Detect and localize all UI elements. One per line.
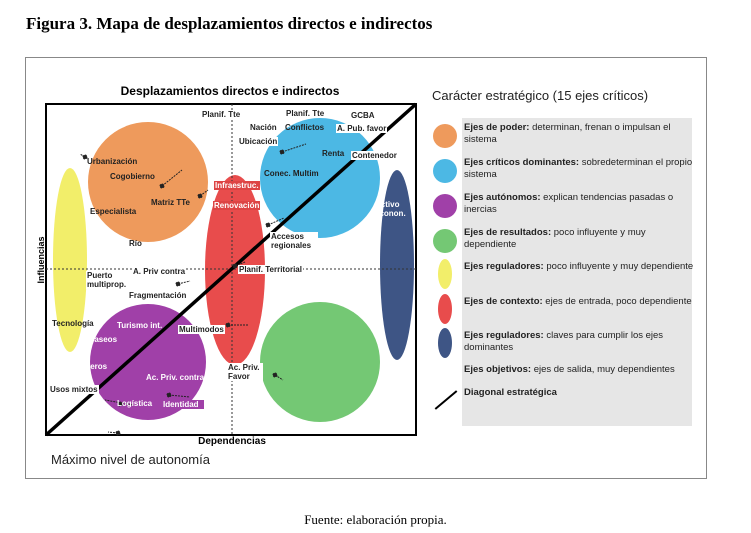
legend-swatch-icon xyxy=(438,259,452,289)
label-puerto-multiprop: Puerto multiprop. xyxy=(86,271,130,289)
diagram-title: Desplazamientos directos e indirectos xyxy=(121,84,340,98)
label-renta: Renta xyxy=(322,149,345,158)
orange-circle xyxy=(88,122,208,242)
navy-ellipse xyxy=(380,170,414,360)
legend-desc: ejes de entrada, poco dependiente xyxy=(542,296,692,307)
legend-item: Ejes reguladores: poco influyente y muy … xyxy=(464,261,696,273)
legend-item: Ejes objetivos: ejes de salida, muy depe… xyxy=(464,364,696,376)
label-turismo-int: Turismo int. xyxy=(117,321,163,330)
legend-item: Ejes críticos dominantes: sobredetermina… xyxy=(464,157,696,180)
label-matriz-tte: Matriz TTe xyxy=(151,198,190,207)
legend-desc: poco influyente y muy dependiente xyxy=(464,227,646,250)
legend-swatch-icon xyxy=(433,194,457,218)
legend-swatch-icon xyxy=(433,159,457,183)
legend-swatch-icon xyxy=(438,294,452,324)
displacement-markers xyxy=(79,143,307,436)
x-axis-label: Dependencias xyxy=(198,436,266,447)
label-activo-econ: Activo econon. xyxy=(375,200,406,218)
legend-item: Ejes de resultados: poco influyente y mu… xyxy=(464,227,696,250)
legend-term: Diagonal estratégica xyxy=(464,387,557,398)
label-ubicacion: Ubicación xyxy=(238,137,279,146)
legend-item: Ejes de poder: determinan, frenan o impu… xyxy=(464,122,696,145)
label-cogobierno: Cogobierno xyxy=(110,172,155,181)
label-conflictos: Conflictos xyxy=(285,123,325,132)
label-gcba: GCBA xyxy=(350,111,376,120)
legend-item: Ejes de contexto: ejes de entrada, poco … xyxy=(464,296,696,308)
corner-note: Máximo nivel de autonomía xyxy=(51,452,211,467)
legend-item: Diagonal estratégica xyxy=(464,387,696,399)
label-paseos: Paseos xyxy=(89,335,118,344)
legend-desc: sobredeterminan el propio sistema xyxy=(464,157,693,180)
legend-desc: poco influyente y muy dependiente xyxy=(543,261,694,272)
label-planif-tte-2: Planif. Tte xyxy=(285,109,326,118)
label-contenedor: Contenedor xyxy=(351,151,398,160)
legend-term: Ejes reguladores: xyxy=(464,330,544,341)
label-fragmentacion: Fragmentación xyxy=(128,291,188,300)
legend-term: Ejes de resultados: xyxy=(464,227,552,238)
label-ac-priv-contra: Ac. Priv. contra xyxy=(146,373,205,382)
legend-background xyxy=(462,118,692,426)
legend-desc: explican tendencias pasadas o inercias xyxy=(464,192,674,215)
legend-swatch-icon xyxy=(433,229,457,253)
label-tecnologia: Tecnología xyxy=(52,319,94,328)
label-rio: Río xyxy=(129,239,142,248)
yellow-ellipse xyxy=(53,168,87,352)
legend-title: Carácter estratégico (15 ejes críticos) xyxy=(432,88,649,103)
label-multimodos: Multimodos xyxy=(178,325,225,334)
legend-swatch-icon xyxy=(438,328,452,358)
label-urbanizacion: Urbanización xyxy=(87,157,138,166)
label-usos-mixtos: Usos mixtos xyxy=(49,385,99,394)
figure-source: Fuente: elaboración propia. xyxy=(304,512,447,527)
legend-term: Ejes reguladores: xyxy=(464,261,544,272)
legend-term: Ejes críticos dominantes: xyxy=(464,157,580,168)
label-nacion: Nación xyxy=(249,123,278,132)
label-planif-territorial: Planif. Territorial xyxy=(238,265,303,274)
label-conec-multim: Conec. Multim xyxy=(264,169,319,178)
legend-item: Ejes autónomos: explican tendencias pasa… xyxy=(464,192,696,215)
blue-circle xyxy=(260,118,380,238)
legend-desc: ejes de salida, muy dependientes xyxy=(531,364,675,375)
label-cruceros: Cruceros xyxy=(72,362,108,371)
label-accesos-regionales: Accesos regionales xyxy=(270,232,318,250)
label-a-pub-favor: A. Pub. favor xyxy=(336,124,388,133)
legend-term: Ejes objetivos: xyxy=(464,364,532,375)
legend-desc: determinan, frenan o impulsan el sistema xyxy=(464,122,671,145)
purple-circle xyxy=(90,304,206,420)
y-axis-label: Influencias xyxy=(36,236,46,283)
label-a-priv-contra: A. Priv contra xyxy=(132,267,187,276)
figure-caption: Figura 3. Mapa de desplazamientos direct… xyxy=(26,14,433,33)
green-circle xyxy=(260,302,380,422)
label-especialista: Especialista xyxy=(90,207,137,216)
legend-term: Ejes de contexto: xyxy=(464,296,543,307)
red-ellipse xyxy=(205,175,265,365)
legend-desc: claves para cumplir los ejes dominantes xyxy=(464,330,664,353)
label-infraestruc: Infraestruc. xyxy=(214,181,260,190)
legend-term: Ejes autónomos: xyxy=(464,192,541,203)
label-identidad: Identidad xyxy=(162,400,204,409)
legend-item: Ejes reguladores: claves para cumplir lo… xyxy=(464,330,696,353)
label-renovacion: Renovación xyxy=(213,201,261,210)
legend-swatch-icon xyxy=(433,124,457,148)
label-logistica: Logística xyxy=(117,399,153,408)
label-planif-tte-1: Planif. Tte xyxy=(201,110,242,119)
label-ac-priv-favor: Ac. Priv. Favor xyxy=(227,363,263,381)
legend-term: Ejes de poder: xyxy=(464,122,530,133)
